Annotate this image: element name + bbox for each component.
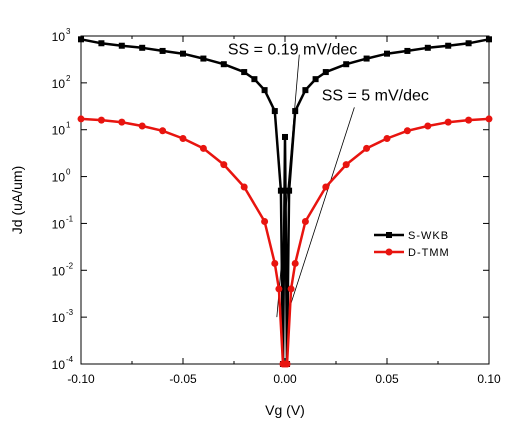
annotation-label: SS = 0.19 mV/dec (228, 42, 357, 59)
data-point (251, 76, 258, 83)
annotation-leader-line (290, 107, 355, 304)
data-point (271, 108, 278, 115)
y-tick-exponent: 0 (66, 168, 71, 177)
data-point (384, 50, 390, 57)
data-point (277, 187, 284, 194)
x-tick-label: -0.10 (67, 372, 95, 386)
annotation-label: SS = 5 mV/dec (322, 88, 429, 105)
series-layer (77, 36, 493, 368)
data-point (138, 122, 146, 130)
data-point (291, 259, 299, 267)
data-point (287, 285, 295, 293)
data-point (444, 118, 452, 126)
data-point (486, 36, 492, 43)
data-point (343, 61, 350, 68)
x-tick-label: 0.00 (273, 372, 297, 386)
data-point (322, 69, 329, 76)
series-d-tmm (77, 115, 493, 368)
data-point (261, 87, 268, 94)
data-point (159, 47, 166, 54)
data-point (139, 44, 146, 51)
x-axis-ticks: -0.10 -0.05 0.00 0.05 0.10 (67, 36, 501, 386)
data-point (241, 69, 248, 76)
data-point (403, 127, 411, 135)
data-point (98, 40, 105, 47)
legend-marker (386, 232, 392, 238)
x-tick-label: 0.10 (477, 372, 501, 386)
data-point (220, 61, 227, 68)
data-point (283, 360, 291, 368)
data-point (118, 118, 126, 126)
y-axis-label: Jd (uA/um) (9, 166, 25, 234)
y-tick-label: 10 (52, 311, 66, 325)
data-point (77, 115, 85, 123)
annotation-lines (276, 54, 355, 318)
x-axis-label: Vg (V) (265, 402, 305, 418)
data-point (465, 116, 473, 124)
annotation-leader-line (276, 54, 300, 318)
data-point (180, 50, 186, 57)
data-point (424, 44, 431, 51)
data-point (363, 55, 370, 62)
legend: S-WKB D-TMM (374, 230, 450, 259)
data-point (275, 285, 283, 293)
data-point (312, 76, 319, 83)
data-point (424, 122, 432, 130)
y-tick-exponent: -2 (66, 261, 74, 270)
annotations: SS = 0.19 mV/dec SS = 5 mV/dec (228, 42, 429, 105)
data-point (383, 134, 391, 142)
data-point (286, 187, 293, 194)
data-point (445, 42, 452, 49)
data-point (301, 217, 309, 225)
data-point (220, 161, 228, 169)
data-point (342, 161, 350, 169)
data-point (159, 127, 167, 135)
x-tick-label: 0.05 (375, 372, 399, 386)
data-point (404, 47, 411, 54)
y-tick-label: 10 (52, 77, 66, 91)
data-point (292, 108, 299, 115)
data-point (179, 134, 187, 142)
data-point (199, 144, 207, 152)
y-tick-exponent: 1 (66, 121, 71, 130)
data-point (271, 259, 279, 267)
y-tick-exponent: -4 (66, 355, 74, 364)
y-tick-exponent: 3 (66, 27, 71, 36)
y-tick-label: 10 (52, 171, 66, 185)
data-point (78, 36, 84, 43)
y-tick-label: 10 (52, 358, 66, 372)
data-point (363, 144, 371, 152)
y-tick-label: 10 (52, 30, 66, 44)
data-point (200, 55, 207, 62)
x-tick-label: -0.05 (169, 372, 197, 386)
data-point (282, 133, 288, 140)
data-point (118, 42, 125, 49)
data-point (465, 40, 472, 47)
data-point (261, 217, 269, 225)
data-point (97, 116, 105, 124)
data-point (240, 183, 248, 191)
data-point (302, 87, 309, 94)
y-tick-exponent: -1 (66, 214, 74, 223)
y-tick-label: 10 (52, 264, 66, 278)
y-tick-exponent: 2 (66, 74, 71, 83)
y-tick-exponent: -3 (66, 308, 74, 317)
y-tick-label: 10 (52, 217, 66, 231)
legend-label: S-WKB (408, 230, 449, 242)
y-tick-label: 10 (52, 124, 66, 138)
data-point (322, 183, 330, 191)
legend-marker (385, 248, 393, 256)
legend-label: D-TMM (408, 247, 450, 259)
data-point (485, 115, 493, 123)
